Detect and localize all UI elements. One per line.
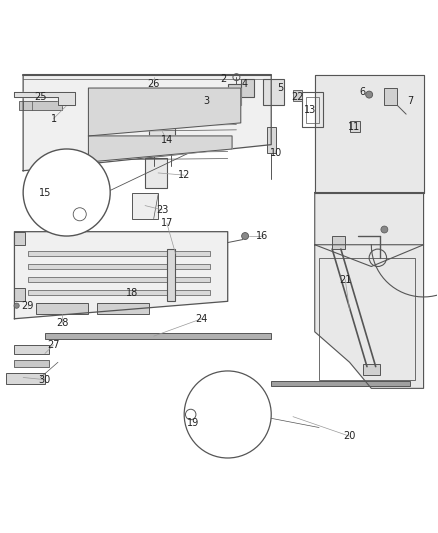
Bar — [145, 158, 167, 188]
Polygon shape — [315, 75, 424, 192]
Bar — [215, 406, 250, 423]
Text: 26: 26 — [148, 79, 160, 88]
Text: 29: 29 — [21, 301, 34, 311]
Bar — [36, 303, 88, 314]
Bar — [14, 232, 25, 245]
Text: 6: 6 — [360, 87, 366, 98]
Bar — [14, 288, 25, 301]
Polygon shape — [88, 136, 232, 162]
Bar — [14, 345, 49, 353]
Bar — [149, 114, 176, 149]
Bar — [271, 381, 410, 386]
Circle shape — [14, 303, 19, 308]
Bar — [293, 90, 302, 101]
Bar — [319, 258, 415, 379]
Circle shape — [366, 91, 373, 98]
Bar — [350, 120, 360, 132]
Bar — [28, 264, 210, 269]
Bar — [28, 290, 210, 295]
Bar — [6, 373, 45, 384]
Polygon shape — [23, 75, 271, 171]
Text: 10: 10 — [269, 148, 282, 158]
Polygon shape — [14, 232, 228, 319]
Circle shape — [381, 226, 388, 233]
Bar — [241, 79, 254, 97]
Text: 23: 23 — [156, 205, 169, 215]
Text: 25: 25 — [34, 92, 47, 102]
Text: 11: 11 — [348, 122, 360, 132]
Text: 30: 30 — [39, 375, 51, 385]
Circle shape — [184, 371, 271, 458]
Bar — [28, 277, 210, 282]
Text: 18: 18 — [126, 288, 138, 297]
Text: 19: 19 — [187, 418, 199, 428]
Text: 16: 16 — [256, 231, 268, 241]
Bar — [385, 88, 397, 106]
Bar — [262, 79, 284, 106]
Circle shape — [23, 149, 110, 236]
Text: 24: 24 — [195, 314, 208, 324]
Text: 27: 27 — [47, 340, 60, 350]
Bar — [75, 175, 93, 192]
Text: 22: 22 — [291, 92, 304, 102]
Text: 3: 3 — [203, 96, 209, 106]
Bar — [19, 101, 62, 110]
Text: 28: 28 — [56, 318, 68, 328]
Bar — [14, 360, 49, 367]
Polygon shape — [88, 88, 241, 136]
Text: 15: 15 — [39, 188, 51, 198]
Bar — [97, 303, 149, 314]
Text: 20: 20 — [343, 431, 356, 441]
Text: 17: 17 — [161, 218, 173, 228]
Text: 5: 5 — [277, 83, 283, 93]
Bar — [167, 249, 176, 301]
Text: 1: 1 — [50, 114, 57, 124]
Bar — [132, 192, 158, 219]
Text: 2: 2 — [220, 75, 226, 84]
Bar — [45, 333, 271, 339]
Polygon shape — [14, 92, 75, 106]
Text: 14: 14 — [161, 135, 173, 146]
Text: 12: 12 — [178, 170, 191, 180]
Text: 21: 21 — [339, 274, 351, 285]
Bar — [306, 97, 319, 123]
Bar — [302, 92, 323, 127]
Bar — [228, 84, 241, 106]
Text: 7: 7 — [407, 96, 413, 106]
Circle shape — [242, 232, 249, 239]
Bar — [332, 236, 345, 249]
Bar — [267, 127, 276, 154]
Text: 4: 4 — [242, 79, 248, 88]
Bar — [53, 171, 80, 210]
Polygon shape — [315, 192, 424, 266]
Bar — [363, 365, 380, 375]
Text: 13: 13 — [304, 105, 317, 115]
Bar — [28, 251, 210, 256]
Polygon shape — [315, 245, 424, 389]
